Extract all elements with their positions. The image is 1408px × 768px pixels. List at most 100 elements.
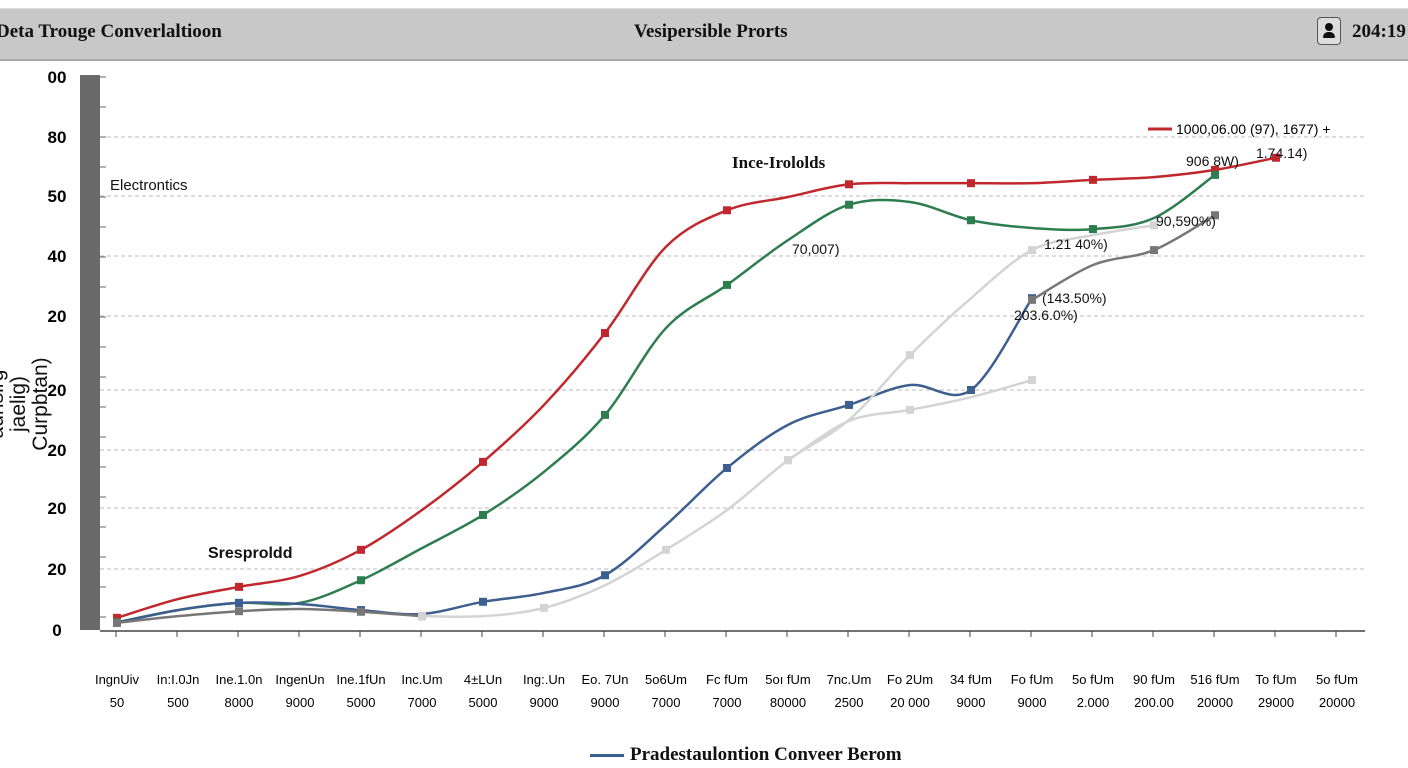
y-tick-label: 40 [48,247,67,266]
y-tick-label: 80 [48,128,67,147]
x-tick-value: 5000 [469,695,498,710]
clock-time: 204:19 [1352,21,1406,42]
series-1-marker [1089,225,1097,234]
series-3-marker [1211,211,1219,220]
series-1-marker [845,200,853,209]
x-tick-label: IngenUn [275,672,324,687]
x-tick-value: 8000 [225,695,254,710]
x-tick-label: Inc.Um [401,672,442,687]
series-3-marker [113,618,121,627]
annotation-70: 70,007) [792,241,839,257]
user-icon[interactable] [1317,17,1341,45]
x-tick-value: 7000 [652,695,681,710]
y-tick-label: 20 [48,441,67,460]
x-tick-value: 20000 [1319,695,1355,710]
x-tick-value: 80000 [770,695,806,710]
y-tick-label: 0 [52,621,61,640]
x-tick-value: 9000 [286,695,315,710]
legend-bottom: Pradestaulontion Conveer Berom [590,744,902,766]
series-5-marker [1028,376,1036,385]
x-tick-label: 90 fUm [1133,672,1175,687]
y-tick-label: 00 [48,68,67,87]
x-tick-value: 20 000 [890,695,930,710]
series-0-marker [235,582,243,591]
series-0-marker [967,179,975,188]
x-tick-value: 9000 [1018,695,1047,710]
series-3-marker [1150,246,1158,255]
series-line-0 [116,156,1277,620]
series-0-marker [1089,175,1097,184]
legend-top: 1000,06.00 (97), 1677) + [1148,121,1331,137]
series-line-3 [1031,214,1216,301]
x-tick-label: IngnUiv [95,672,140,687]
y-tick-label: 20 [48,560,67,579]
series-0-marker [1211,165,1219,174]
x-tick-label: Eo. 7Un [582,672,629,687]
x-tick-value: 2.000 [1077,695,1110,710]
series-1-marker [723,280,731,289]
series-5-marker [784,456,792,465]
series-4-marker [540,603,548,612]
x-tick-value: 9000 [530,695,559,710]
annotation-174: 1.74.14) [1256,145,1307,161]
series-0-marker [723,206,731,215]
series-line-2 [116,297,1034,625]
legend-top-label: 1000,06.00 (97), 1677) + [1176,121,1331,137]
x-tick-label: 7nc.Um [827,672,872,687]
legend-bottom-swatch [590,754,624,758]
x-tick-label: 5oı fUm [765,672,811,687]
x-tick-value: 2500 [835,695,864,710]
series-2-marker [723,463,731,472]
x-tick-label: 5o6Um [645,672,687,687]
series-0-marker [601,329,609,338]
y-tick-label: 20 [48,499,67,518]
series-4-marker [418,612,426,621]
x-tick-value: 29000 [1258,695,1294,710]
series-0-marker [1272,153,1280,162]
annotation-143: (143.50%) [1042,290,1107,306]
series-2-marker [967,385,975,394]
x-tick-value: 5000 [347,695,376,710]
x-tick-label: 5o fUm [1072,672,1114,687]
x-tick-value: 9000 [591,695,620,710]
series-line-1 [116,173,1216,624]
x-tick-value: 20000 [1197,695,1233,710]
series-2-marker [601,571,609,580]
annotation-ince: Ince-Irololds [732,153,826,172]
x-tick-label: Ine.1.0n [216,672,263,687]
x-tick-label: 4±LUn [464,672,502,687]
annotation-203: 203.6.0%) [1014,307,1078,323]
x-tick-label: Fc fUm [706,672,748,687]
title-bar: Deta Trouge Converlaltioon Vesipersible … [0,8,1408,61]
y-tick-label: 20 [48,381,67,400]
x-tick-label: 5o fUm [1316,672,1358,687]
x-tick-value: 9000 [957,695,986,710]
series-2-marker [235,598,243,607]
annotation-sresprold: Sresproldd [208,545,292,562]
x-tick-label: Fo fUm [1011,672,1054,687]
series-1-marker [601,410,609,419]
legend-bottom-label: Pradestaulontion Conveer Berom [630,744,902,765]
series-4-marker [1028,246,1036,255]
x-tick-value: 50 [110,695,124,710]
annotation-90590: 90,590%) [1156,213,1216,229]
series-5-marker [906,405,914,414]
x-tick-value: 7000 [408,695,437,710]
series-4-marker [906,351,914,360]
x-tick-label: In:I.0Jn [157,672,200,687]
annotation-906: 906 8W) [1186,153,1239,169]
annotation-electronics: Electrontics [110,177,188,194]
series-2-marker [479,597,487,606]
x-tick-value: 500 [167,695,189,710]
series-line-3 [116,607,423,625]
series-line-4 [421,223,1155,619]
x-tick-label: To fUm [1255,672,1296,687]
series-3-marker [235,607,243,616]
series-line-5 [787,378,1033,462]
series-1-marker [479,510,487,519]
series-1-marker [967,216,975,225]
x-tick-label: Ing:.Un [523,672,565,687]
series-1-marker [357,576,365,585]
series-3-marker [1028,295,1036,304]
